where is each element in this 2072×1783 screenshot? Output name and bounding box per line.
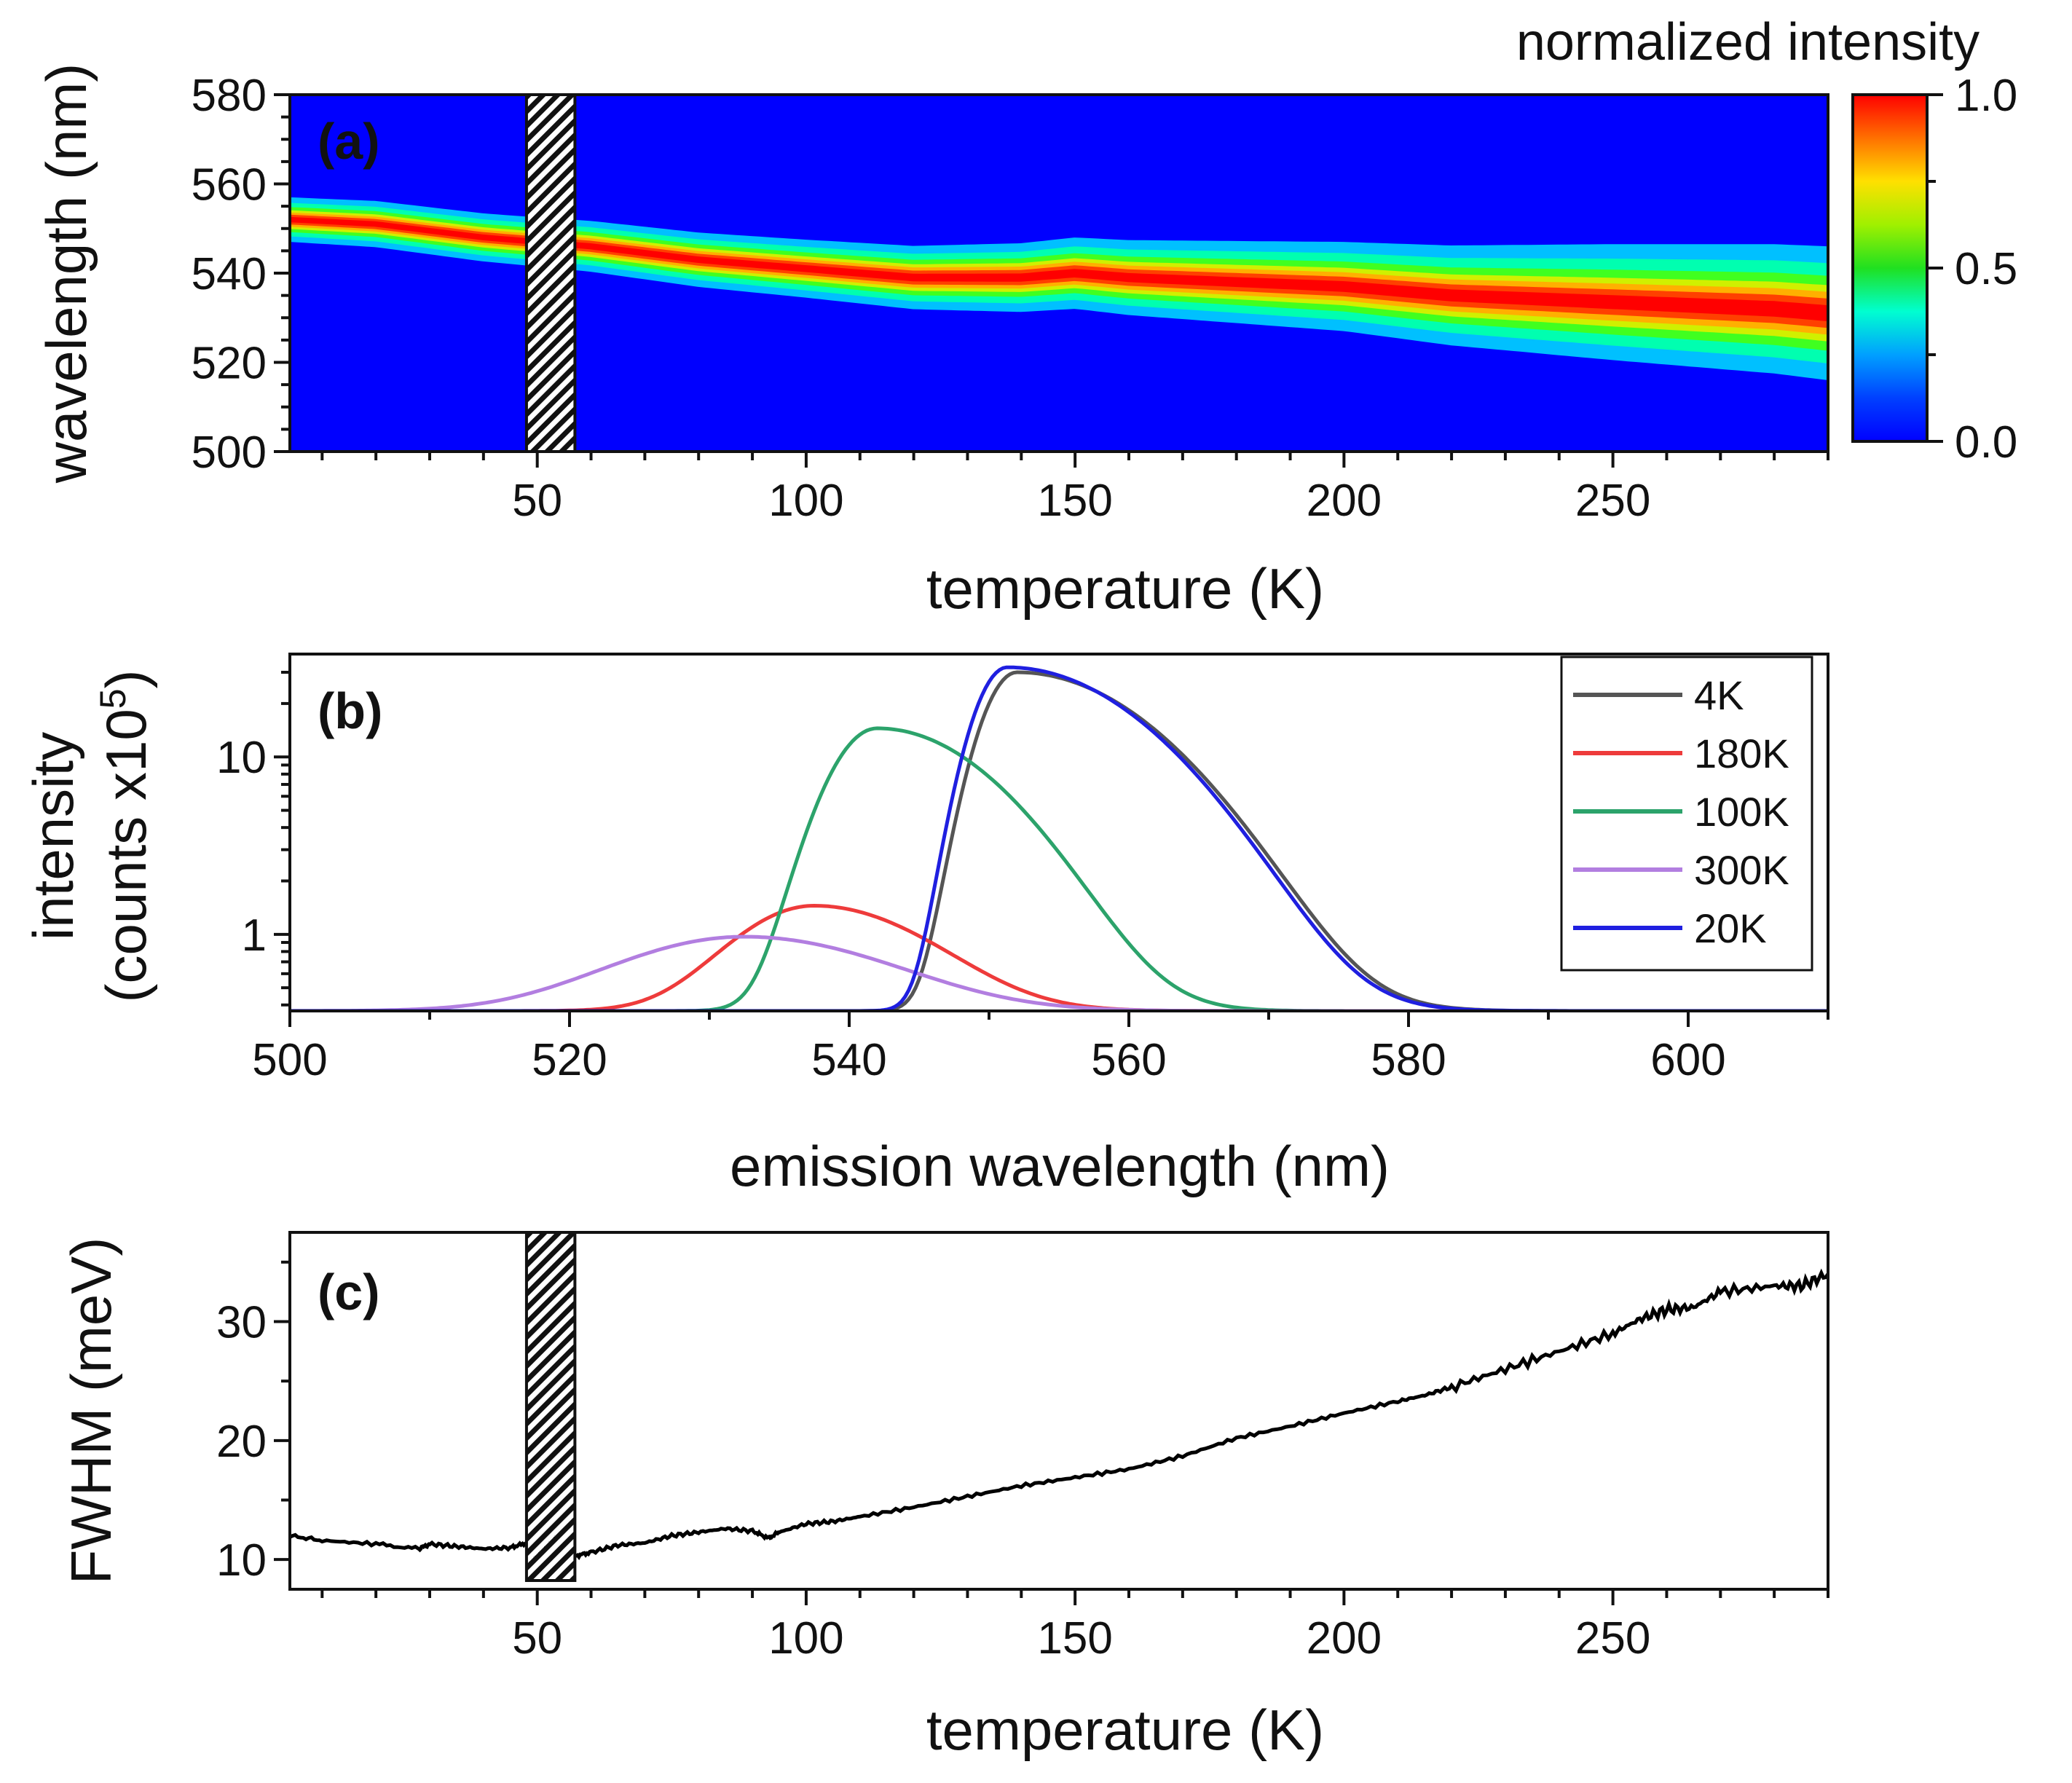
panel-c-fwhm: 50 100 150 200 250 10 20 30 (c) temperature (K… [59, 1231, 1829, 1762]
legend-label-180K: 180K [1694, 731, 1789, 776]
y-axis-title-b-close: ) [94, 669, 158, 688]
x-axis-c: 50 100 150 200 250 [320, 1589, 1829, 1664]
legend: 4K 180K 100K 300K 20K [1560, 656, 1813, 972]
spectrum-line-4K [290, 670, 1828, 1011]
y-axis-title-b-main: (counts x10 [94, 709, 158, 1002]
x-tick-label-b: 540 [811, 1035, 886, 1085]
y-tick-label-a: 500 [192, 428, 267, 478]
y-tick-label-a: 540 [192, 249, 267, 299]
x-tick-label-c: 150 [1037, 1613, 1112, 1664]
y-axis-title-b-line1: intensity [21, 732, 85, 940]
x-tick-label-a: 150 [1037, 476, 1112, 526]
plot-area-c [290, 1232, 1828, 1589]
x-axis-title-b: emission wavelength (nm) [730, 1134, 1390, 1198]
y-tick-label-a: 560 [192, 160, 267, 210]
y-axis-b: 1 10 [216, 671, 290, 1007]
x-tick-label-a: 250 [1575, 476, 1650, 526]
legend-label-300K: 300K [1694, 847, 1789, 893]
y-tick-label-c: 20 [216, 1417, 267, 1467]
spectrum-line-20K [290, 665, 1828, 1011]
y-axis-title-b-exponent: 5 [92, 688, 133, 709]
x-tick-label-b: 580 [1371, 1035, 1446, 1085]
x-axis-title-a: temperature (K) [926, 556, 1324, 621]
hatched-gap-a [524, 93, 577, 453]
heatmap-band [290, 216, 1828, 322]
axes-frame-c [288, 1231, 1829, 1591]
x-axis-b: 500 520 540 560 580 600 [252, 1011, 1829, 1085]
panel-a-heatmap: 50 100 150 200 250 500 520 540 560 580 (a) tempe… [34, 13, 2017, 621]
x-axis-a: 50 100 150 200 250 [320, 452, 1829, 526]
y-axis-c: 10 20 30 [216, 1260, 290, 1586]
colorbar-tick-label: 0.0 [1955, 417, 2017, 468]
fwhm-line [290, 1532, 528, 1553]
panel-label-c: (c) [318, 1264, 380, 1320]
x-tick-label-c: 50 [512, 1613, 562, 1664]
spectrum-line-100K [290, 726, 1828, 1011]
x-tick-label-a: 50 [512, 476, 562, 526]
panel-label-b: (b) [318, 682, 382, 739]
y-tick-label-c: 30 [216, 1298, 267, 1348]
y-tick-label-c: 10 [216, 1535, 267, 1586]
x-tick-label-b: 560 [1091, 1035, 1166, 1085]
y-tick-label-a: 520 [192, 339, 267, 389]
x-tick-label-a: 200 [1307, 476, 1382, 526]
x-axis-title-c: temperature (K) [926, 1698, 1324, 1762]
y-tick-label-b: 10 [216, 733, 267, 783]
spectrum-line-300K [290, 934, 1828, 1011]
heatmap-image [290, 197, 1828, 380]
colorbar-title: normalized intensity [1516, 13, 1980, 71]
y-tick-label-b: 1 [242, 910, 267, 961]
legend-label-4K: 4K [1694, 672, 1744, 718]
x-tick-label-c: 100 [768, 1613, 843, 1664]
x-tick-label-b: 600 [1650, 1035, 1725, 1085]
colorbar-tick-label: 0.5 [1955, 244, 2017, 294]
x-tick-label-b: 520 [532, 1035, 607, 1085]
fwhm-line [574, 1268, 1828, 1561]
colorbar-axis: 0.0 0.5 1.0 [1927, 71, 2017, 468]
y-axis-title-a: wavelength (nm) [34, 63, 98, 484]
legend-label-100K: 100K [1694, 789, 1789, 835]
axes-frame-b [288, 653, 1829, 1012]
y-axis-title-b-line2: (counts x105) [92, 669, 158, 1002]
y-axis-title-c: FWHM (meV) [59, 1237, 123, 1585]
colorbar-tick-label: 1.0 [1955, 71, 2017, 121]
fwhm-lines [290, 1268, 1828, 1561]
x-tick-label-c: 200 [1307, 1613, 1382, 1664]
panel-b-spectra: 500 520 540 560 580 600 1 10 (b) emission wave… [21, 653, 1829, 1198]
x-tick-label-a: 100 [768, 476, 843, 526]
colorbar [1853, 95, 1927, 441]
panel-label-a: (a) [318, 113, 380, 170]
hatched-gap-c [524, 1231, 577, 1582]
y-axis-a: 500 520 540 560 580 [192, 71, 290, 478]
y-tick-label-a: 580 [192, 71, 267, 121]
x-tick-label-c: 250 [1575, 1613, 1650, 1664]
legend-label-20K: 20K [1694, 905, 1767, 951]
x-tick-label-b: 500 [252, 1035, 327, 1085]
